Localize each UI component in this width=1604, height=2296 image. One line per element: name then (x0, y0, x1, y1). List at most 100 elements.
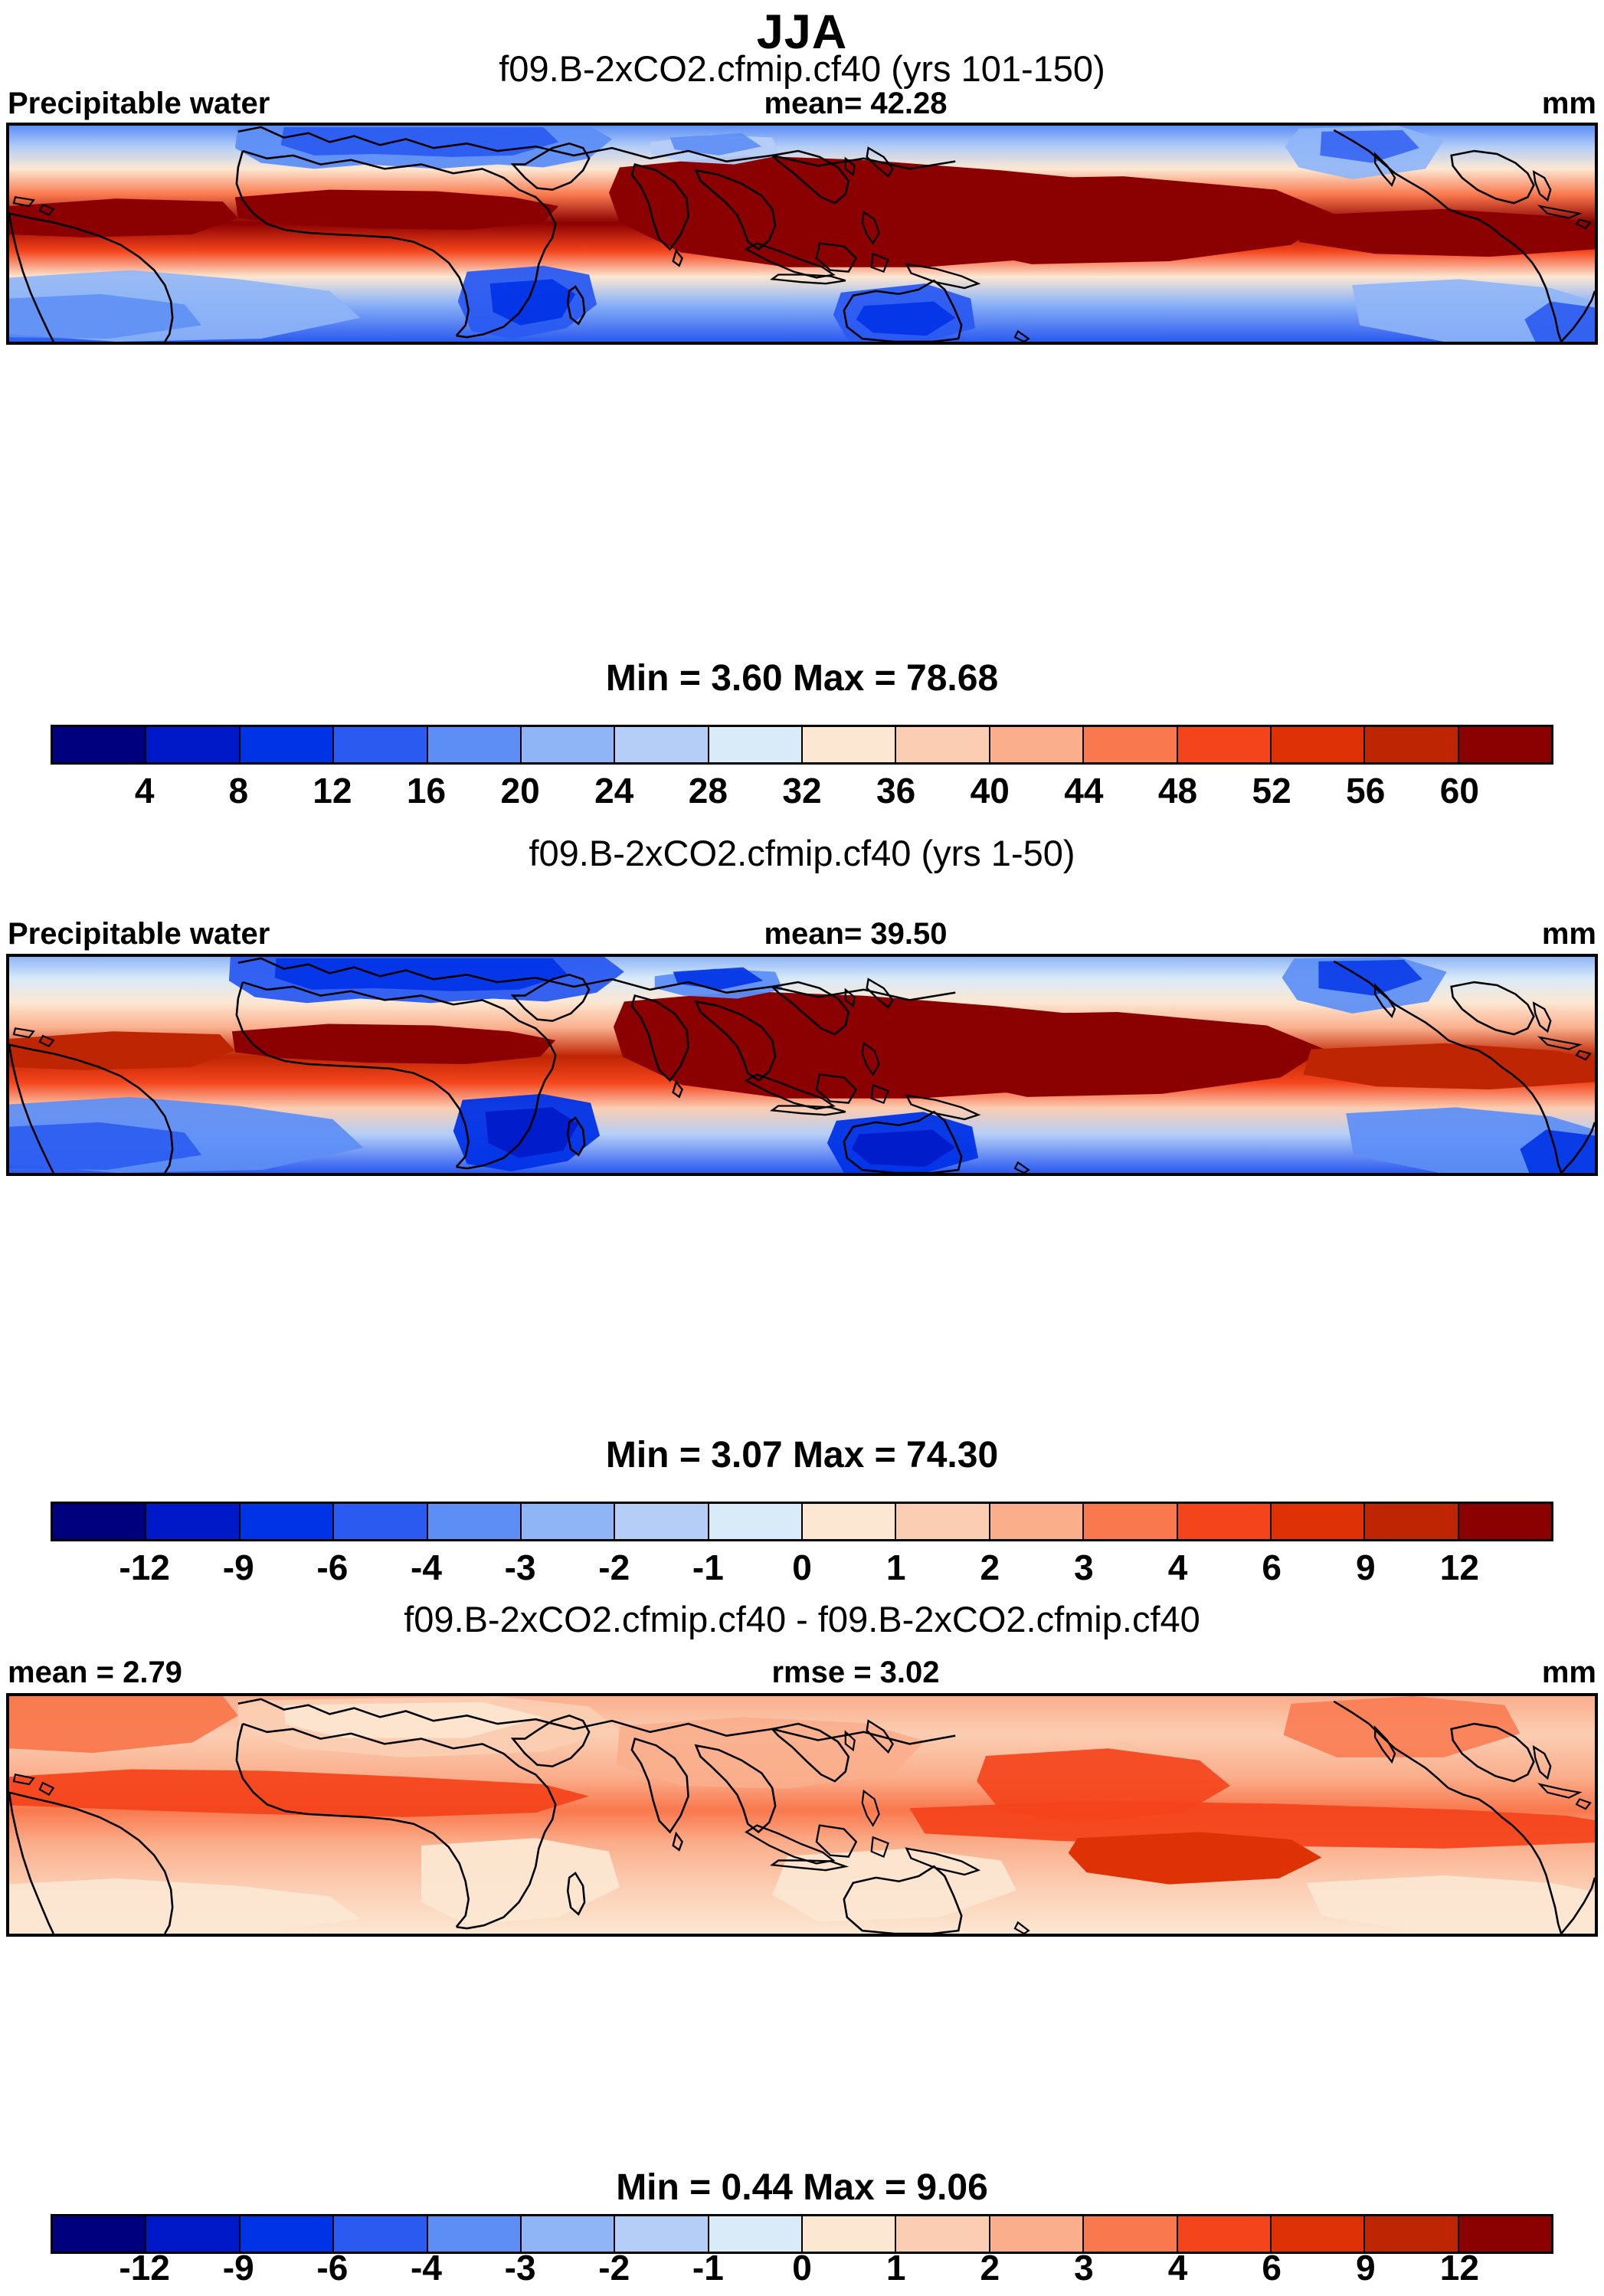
colorbar-panel-3[interactable] (51, 2214, 1553, 2254)
colorbar-tick: 12 (313, 771, 352, 811)
colorbar-panel-1[interactable] (51, 725, 1553, 765)
colorbar-tick: 32 (782, 771, 822, 811)
colorbar-tick: 8 (228, 771, 249, 811)
colorbar-cell (615, 1504, 709, 1539)
colorbar-cell (146, 2216, 241, 2252)
colorbar-cell (896, 727, 990, 762)
colorbar-cell (521, 727, 616, 762)
colorbar-cell (1177, 2216, 1272, 2252)
colorbar-tick: 6 (1262, 2248, 1282, 2288)
colorbar-cell (1177, 1504, 1272, 1539)
colorbar-tick: -1 (692, 2248, 724, 2288)
colorbar-cell (803, 2216, 897, 2252)
colorbar-cell (334, 727, 428, 762)
colorbar-cell (53, 2216, 147, 2252)
map-panel-2[interactable] (6, 954, 1598, 1176)
colorbar-cell (240, 1504, 335, 1539)
panel-3-mean-label: mean = 2.79 (8, 1656, 182, 1689)
colorbar-cell (803, 727, 897, 762)
colorbar-tick: 20 (500, 771, 540, 811)
colorbar-cell (334, 1504, 428, 1539)
colorbar-cell (1084, 2216, 1178, 2252)
colorbar-cell (240, 727, 335, 762)
colorbar-tick: 9 (1355, 1548, 1376, 1587)
colorbar-tick: -12 (119, 1548, 170, 1587)
colorbar-tick: -1 (692, 1548, 724, 1587)
colorbar-cell (896, 2216, 990, 2252)
colorbar-cell (896, 1504, 990, 1539)
colorbar-cell (53, 727, 147, 762)
colorbar-cell (615, 2216, 709, 2252)
colorbar-tick: 0 (792, 1548, 812, 1587)
colorbar-tick: 4 (1167, 2248, 1188, 2288)
colorbar-cell (709, 727, 803, 762)
colorbar-tick: 4 (1167, 1548, 1188, 1587)
colorbar-tick: -9 (222, 1548, 254, 1587)
panel-3-units-label: mm (1541, 1656, 1596, 1689)
colorbar-cell (521, 1504, 616, 1539)
colorbar-cell (1365, 1504, 1459, 1539)
panel-2-title: f09.B-2xCO2.cfmip.cf40 (yrs 1-50) (529, 833, 1075, 873)
colorbar-cell (1177, 727, 1272, 762)
colorbar-tick: 0 (792, 2248, 812, 2288)
colorbar-tick: 9 (1355, 2248, 1376, 2288)
colorbar-cell (53, 1504, 147, 1539)
panel-1-minmax-label: Min = 3.60 Max = 78.68 (605, 658, 999, 699)
colorbar-tick: 1 (885, 1548, 906, 1587)
colorbar-cell (146, 1504, 241, 1539)
panel-2-minmax-label: Min = 3.07 Max = 74.30 (605, 1435, 999, 1476)
colorbar-cell (1271, 727, 1366, 762)
colorbar-tick: 2 (980, 1548, 1000, 1587)
colorbar-tick: 1 (885, 2248, 906, 2288)
colorbar-tick: 3 (1074, 2248, 1094, 2288)
colorbar-tick: -9 (222, 2248, 254, 2288)
colorbar-cell (803, 1504, 897, 1539)
colorbar-ticks-panel-1: 4 8 12 16 20 24 28 32 36 40 44 48 52 56 … (51, 769, 1553, 812)
colorbar-tick: -6 (316, 2248, 349, 2288)
colorbar-cell (334, 2216, 428, 2252)
colorbar-cell (1458, 2216, 1551, 2252)
map-panel-3-difference[interactable] (6, 1693, 1598, 1937)
colorbar-tick: 6 (1262, 1548, 1282, 1587)
colorbar-cell (1271, 1504, 1366, 1539)
colorbar-cell (1365, 727, 1459, 762)
figure-season-title: JJA (756, 5, 848, 59)
colorbar-tick: -6 (316, 1548, 349, 1587)
colorbar-ticks-panel-2: -12 -9 -6 -4 -3 -2 -1 0 1 2 3 4 6 9 12 (51, 1546, 1553, 1589)
colorbar-tick: -4 (411, 2248, 442, 2288)
colorbar-cell (240, 2216, 335, 2252)
colorbar-panel-2[interactable] (51, 1502, 1553, 1541)
colorbar-tick: -2 (598, 2248, 630, 2288)
colorbar-tick: 48 (1157, 771, 1198, 811)
colorbar-cell (1365, 2216, 1459, 2252)
colorbar-tick: 4 (134, 771, 155, 811)
colorbar-tick: 12 (1439, 1548, 1479, 1587)
colorbar-cell (1271, 2216, 1366, 2252)
colorbar-cell (615, 727, 709, 762)
colorbar-cell (1458, 727, 1551, 762)
colorbar-cell (1084, 1504, 1178, 1539)
panel-2-units-label: mm (1541, 917, 1596, 951)
colorbar-tick: 52 (1252, 771, 1291, 811)
colorbar-tick: -3 (504, 1548, 536, 1587)
panel-1-variable-label: Precipitable water (8, 87, 270, 120)
colorbar-cell (1084, 727, 1178, 762)
colorbar-cell (521, 2216, 616, 2252)
panel-3-title: f09.B-2xCO2.cfmip.cf40 - f09.B-2xCO2.cfm… (404, 1599, 1200, 1639)
colorbar-cell (709, 2216, 803, 2252)
colorbar-cell (427, 1504, 522, 1539)
panel-3-rmse-label: rmse = 3.02 (771, 1656, 940, 1689)
colorbar-tick: 24 (594, 771, 634, 811)
colorbar-cell (990, 2216, 1085, 2252)
colorbar-ticks-panel-3: -12 -9 -6 -4 -3 -2 -1 0 1 2 3 4 6 9 12 (51, 2246, 1553, 2289)
map-panel-1[interactable] (6, 123, 1598, 345)
colorbar-cell (990, 1504, 1085, 1539)
colorbar-cell (427, 2216, 522, 2252)
colorbar-cell (427, 727, 522, 762)
panel-2-variable-label: Precipitable water (8, 917, 270, 951)
colorbar-cell (1458, 1504, 1551, 1539)
panel-1-title: f09.B-2xCO2.cfmip.cf40 (yrs 101-150) (499, 48, 1105, 89)
colorbar-tick: 60 (1439, 771, 1479, 811)
colorbar-cell (990, 727, 1085, 762)
colorbar-tick: -3 (504, 2248, 536, 2288)
